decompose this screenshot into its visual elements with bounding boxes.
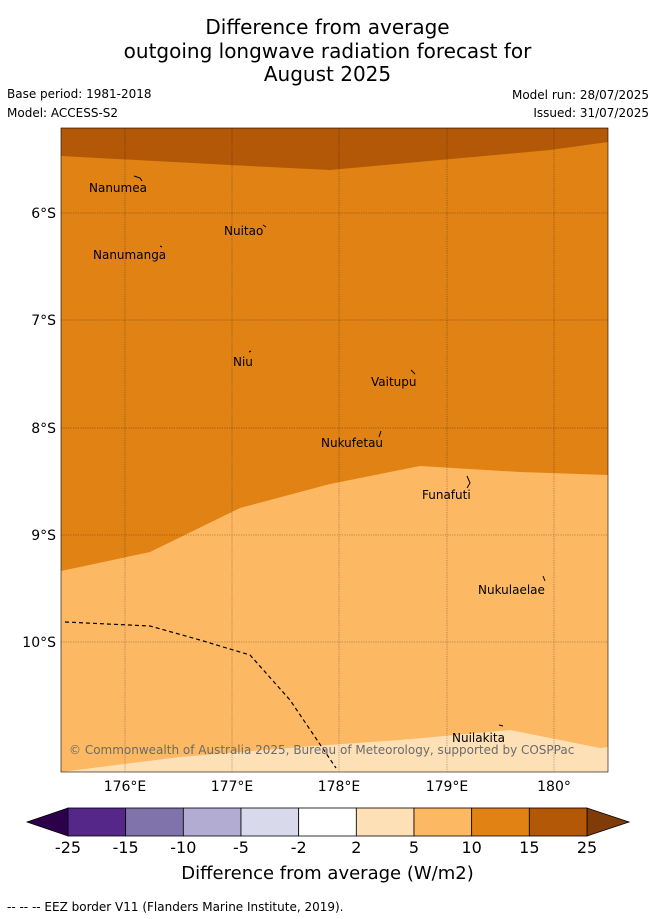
colorbar-segment: [528, 807, 588, 837]
title-line-3: August 2025: [263, 62, 392, 86]
base-period: Base period: 1981-2018: [7, 87, 152, 101]
title-line-1: Difference from average: [205, 15, 450, 39]
label-nukufetau: Nukufetau: [321, 436, 383, 450]
lon-ticks: 176°E 177°E 178°E 179°E 180°: [104, 779, 571, 795]
model-run: Model run: 28/07/2025: [511, 88, 649, 102]
island-labels: Nanumea Nuitao Nanumanga Niu Vaitupu Nuk…: [89, 181, 545, 745]
colorbar-under-arrow: [25, 807, 69, 837]
colorbar-tick-label: 5: [409, 838, 419, 857]
colorbar-segment: [355, 807, 415, 837]
island-shape: [248, 350, 252, 353]
colorbar-tick-label: 25: [577, 838, 597, 857]
colorbar-segments: [67, 807, 588, 837]
lon-tick: 177°E: [211, 779, 254, 795]
island-shape: [378, 430, 382, 438]
lon-tick: 179°E: [426, 779, 469, 795]
eez-footnote: -- -- -- EEZ border V11 (Flanders Marine…: [7, 900, 344, 914]
lat-tick: 10°S: [22, 635, 56, 651]
label-vaitupu: Vaitupu: [371, 375, 417, 389]
colorbar-ticks: -25 -15 -10 -5 -2 2 5 10 15 25: [55, 838, 597, 857]
forecast-map: Nanumea Nuitao Nanumanga Niu Vaitupu Nuk…: [22, 127, 631, 857]
lon-tick: 176°E: [104, 779, 147, 795]
colorbar-tick-label: 10: [461, 838, 481, 857]
island-shape: [466, 475, 471, 489]
label-niu: Niu: [233, 355, 253, 369]
band-15-25: [61, 128, 608, 170]
island-shape: [542, 575, 546, 582]
lat-tick: 9°S: [31, 528, 56, 544]
colorbar-segment: [67, 807, 127, 837]
colorbar-tick-label: -10: [170, 838, 196, 857]
issued-date: Issued: 31/07/2025: [533, 106, 649, 120]
label-funafuti: Funafuti: [422, 488, 471, 502]
label-nanumanga: Nanumanga: [93, 248, 166, 262]
label-nanumea: Nanumea: [89, 181, 147, 195]
lat-ticks: 6°S 7°S 8°S 9°S 10°S: [22, 206, 56, 651]
band-2-5: [61, 730, 608, 772]
map-frame: [60, 127, 609, 773]
colorbar-segment: [298, 807, 357, 837]
copyright-notice: © Commonwealth of Australia 2025, Bureau…: [69, 743, 574, 757]
label-nukulaelae: Nukulaelae: [478, 583, 545, 597]
eez-border: [64, 621, 337, 769]
lon-tick: 180°: [537, 779, 571, 795]
island-shape: [133, 175, 143, 182]
colorbar-tick-label: -25: [55, 838, 81, 857]
lon-tick: 178°E: [318, 779, 361, 795]
colorbar-segment: [471, 807, 530, 837]
colorbar-title: Difference from average (W/m2): [181, 863, 474, 884]
lat-tick: 8°S: [31, 421, 56, 437]
colorbar-tick-label: -2: [291, 838, 307, 857]
colorbar-over-arrow: [586, 807, 631, 837]
colorbar-segment: [182, 807, 242, 837]
island-shape: [498, 724, 504, 727]
band-5-10: [61, 466, 608, 772]
colorbar-tick-label: 2: [351, 838, 361, 857]
colorbar-tick-label: -5: [233, 838, 249, 857]
colorbar-tick-label: 15: [519, 838, 539, 857]
island-shape: [410, 369, 416, 375]
island-outlines: [133, 175, 546, 727]
label-nuilakita: Nuilakita: [452, 731, 505, 745]
shading-layer: [61, 128, 608, 772]
model-name: Model: ACCESS-S2: [7, 106, 119, 120]
colorbar: -25 -15 -10 -5 -2 2 5 10 15 25: [25, 807, 631, 857]
colorbar-tick-label: -15: [113, 838, 139, 857]
colorbar-segment: [125, 807, 184, 837]
label-nuitao: Nuitao: [224, 224, 263, 238]
colorbar-segment: [240, 807, 300, 837]
island-shape: [159, 245, 163, 248]
title-line-2: outgoing longwave radiation forecast for: [123, 38, 532, 63]
island-shape: [262, 224, 267, 228]
graticule: [61, 128, 608, 772]
colorbar-segment: [413, 807, 473, 837]
lat-tick: 6°S: [31, 206, 56, 222]
lat-tick: 7°S: [31, 313, 56, 329]
map-title: Difference from average outgoing longwav…: [0, 15, 655, 87]
